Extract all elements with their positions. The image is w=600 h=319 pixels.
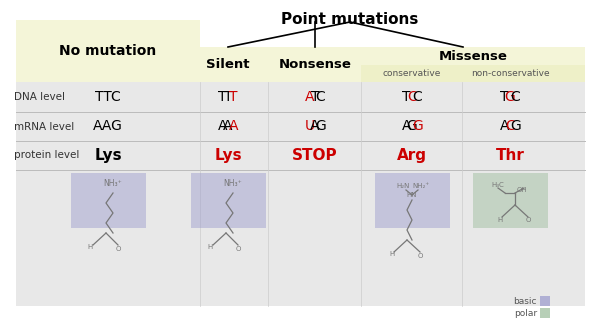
Bar xyxy=(361,65,462,82)
Text: Thr: Thr xyxy=(496,148,524,163)
Text: C: C xyxy=(316,90,325,104)
Text: NH₂⁺: NH₂⁺ xyxy=(412,183,430,189)
Text: polar: polar xyxy=(514,308,537,317)
Text: G: G xyxy=(412,120,423,133)
Bar xyxy=(540,296,550,306)
Text: No mutation: No mutation xyxy=(59,44,157,58)
Text: A: A xyxy=(500,120,509,133)
Text: H: H xyxy=(208,244,212,250)
Text: TTC: TTC xyxy=(95,90,121,104)
Text: NH₃⁺: NH₃⁺ xyxy=(224,179,242,188)
Text: STOP: STOP xyxy=(292,148,338,163)
Bar xyxy=(540,308,550,318)
Text: H₂N: H₂N xyxy=(397,183,410,189)
Text: H: H xyxy=(389,251,395,257)
Text: C: C xyxy=(407,90,417,104)
Text: Lys: Lys xyxy=(94,148,122,163)
Text: C: C xyxy=(511,90,520,104)
Text: protein level: protein level xyxy=(14,151,79,160)
Text: conservative: conservative xyxy=(383,69,441,78)
Text: Nonsense: Nonsense xyxy=(278,57,352,70)
Text: H: H xyxy=(497,217,503,223)
Text: A: A xyxy=(218,120,227,133)
Bar xyxy=(374,173,449,228)
Text: O: O xyxy=(526,217,530,223)
Text: U: U xyxy=(304,120,314,133)
Text: G: G xyxy=(315,120,326,133)
Bar xyxy=(361,47,585,65)
Text: basic: basic xyxy=(514,296,537,306)
Bar xyxy=(473,173,548,228)
Text: H: H xyxy=(88,244,92,250)
Text: mRNA level: mRNA level xyxy=(14,122,74,131)
Text: DNA level: DNA level xyxy=(14,92,65,102)
Text: O: O xyxy=(418,253,422,259)
Text: Missense: Missense xyxy=(439,49,508,63)
Bar xyxy=(200,47,268,82)
Bar xyxy=(16,82,585,306)
Text: NH₃⁺: NH₃⁺ xyxy=(104,179,122,188)
Bar xyxy=(71,173,146,228)
Text: T: T xyxy=(311,90,319,104)
Text: HN: HN xyxy=(407,192,417,198)
Text: G: G xyxy=(510,120,521,133)
Bar xyxy=(462,65,585,82)
Text: O: O xyxy=(115,246,121,252)
Text: T: T xyxy=(218,90,227,104)
Text: Point mutations: Point mutations xyxy=(281,12,419,27)
Text: T: T xyxy=(229,90,238,104)
Text: A: A xyxy=(310,120,320,133)
Text: A: A xyxy=(223,120,233,133)
Text: H₃C: H₃C xyxy=(491,182,505,188)
Text: A: A xyxy=(305,90,314,104)
Text: G: G xyxy=(505,90,515,104)
Text: OH: OH xyxy=(517,187,527,193)
Bar xyxy=(16,20,200,82)
Bar xyxy=(268,47,361,82)
Text: Lys: Lys xyxy=(214,148,242,163)
Text: C: C xyxy=(413,90,422,104)
Text: A: A xyxy=(229,120,238,133)
Text: Silent: Silent xyxy=(206,57,250,70)
Text: A: A xyxy=(402,120,411,133)
Text: T: T xyxy=(402,90,411,104)
Text: non-conservative: non-conservative xyxy=(470,69,550,78)
Text: AAG: AAG xyxy=(93,120,123,133)
Bar xyxy=(191,173,265,228)
Text: G: G xyxy=(407,120,418,133)
Text: T: T xyxy=(500,90,509,104)
Text: O: O xyxy=(235,246,241,252)
Text: C: C xyxy=(505,120,515,133)
Text: Arg: Arg xyxy=(397,148,427,163)
Text: T: T xyxy=(224,90,232,104)
